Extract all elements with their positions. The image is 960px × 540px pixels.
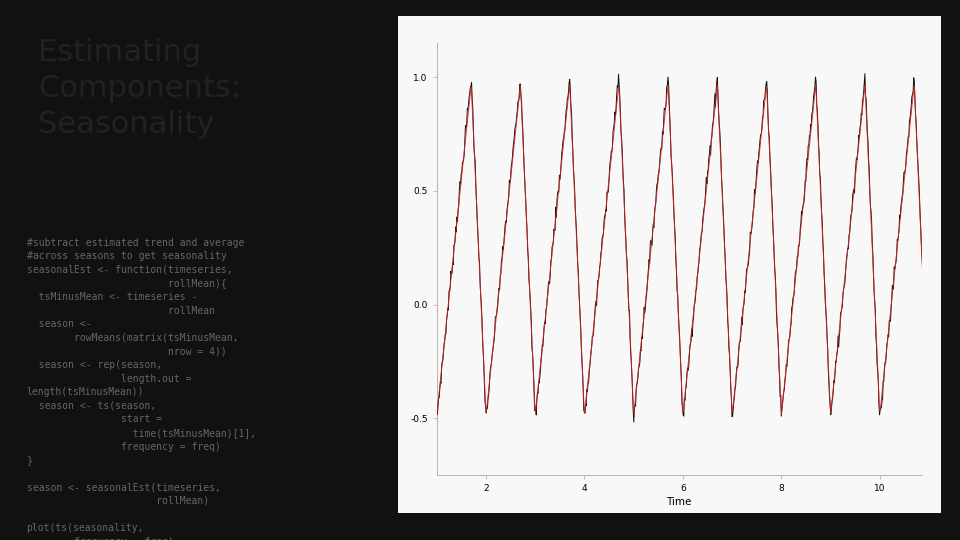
Text: Estimating
Components:
Seasonality: Estimating Components: Seasonality [38, 38, 241, 139]
FancyBboxPatch shape [393, 11, 947, 518]
Text: #subtract estimated trend and average
#across seasons to get seasonality
seasona: #subtract estimated trend and average #a… [27, 238, 255, 540]
X-axis label: Time: Time [666, 497, 692, 508]
FancyArrow shape [341, 215, 438, 325]
